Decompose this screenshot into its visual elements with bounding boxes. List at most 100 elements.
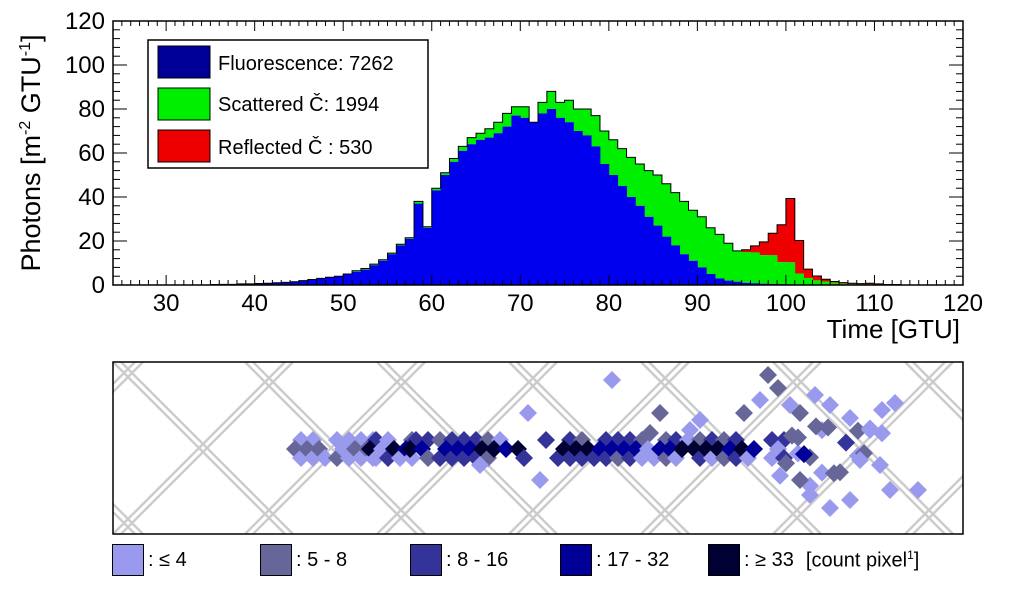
bar-fluorescence-45 — [298, 280, 309, 285]
map-pixel — [401, 440, 419, 458]
bar-scattered-74 — [555, 102, 565, 118]
count-unit-main: [count pixel — [805, 549, 908, 572]
bar-fluorescence-83 — [635, 205, 645, 285]
map-pixel — [837, 433, 855, 452]
bar-scattered-88 — [679, 201, 689, 255]
bar-scattered-98 — [768, 255, 778, 284]
bar-fluorescence-40 — [254, 283, 264, 285]
bar-scattered-89 — [688, 210, 698, 261]
grid-line — [113, 362, 136, 386]
map-pixel — [881, 481, 899, 499]
bar-scattered-54 — [378, 259, 388, 261]
histogram-panel: 30 40 50 60 70 80 90 100 110 120 020406080100120 … — [16, 8, 983, 344]
bar-fluorescence-48 — [325, 277, 335, 285]
y-axis-label: Photons [m-2 GTU-1] — [16, 34, 46, 271]
map-pixel — [861, 421, 879, 439]
bar-fluorescence-47 — [316, 278, 326, 285]
map-pixel — [851, 451, 869, 469]
map-pixel — [807, 417, 825, 436]
bar-fluorescence-84 — [644, 216, 654, 285]
legend-label-fluorescence: Fluorescence: 7262 — [218, 53, 394, 75]
bar-fluorescence-46 — [307, 279, 318, 285]
map-pixel — [751, 391, 769, 409]
bar-scattered-63 — [458, 146, 468, 151]
map-pixel — [841, 491, 859, 509]
map-pixel — [819, 418, 837, 437]
bar-scattered-96 — [750, 252, 760, 284]
bar-fluorescence-91 — [706, 274, 716, 285]
bar-fluorescence-77 — [582, 135, 592, 285]
bar-fluorescence-72 — [538, 113, 548, 286]
y-tick-label: 20 — [78, 228, 105, 255]
map-pixel — [673, 440, 691, 458]
bar-fluorescence-58 — [414, 203, 424, 285]
map-pixel — [519, 404, 537, 422]
bar-fluorescence-73 — [546, 109, 557, 285]
map-pixel — [419, 449, 437, 467]
bar-scattered-65 — [476, 133, 486, 140]
bar-fluorescence-78 — [591, 146, 601, 285]
bar-scattered-82 — [626, 157, 636, 197]
map-pixel — [735, 404, 753, 422]
bar-scattered-79 — [599, 131, 610, 164]
count-legend-item-4: : 17 - 32 — [560, 544, 669, 576]
bar-fluorescence-96 — [750, 283, 760, 285]
bar-fluorescence-66 — [484, 137, 495, 285]
map-pixel — [831, 463, 849, 482]
bar-scattered-95 — [741, 252, 751, 283]
bar-fluorescence-49 — [334, 276, 344, 285]
bar-fluorescence-55 — [387, 254, 397, 285]
bar-fluorescence-71 — [529, 122, 539, 285]
bar-reflected-100 — [785, 198, 796, 263]
bar-fluorescence-90 — [697, 267, 707, 285]
bar-reflected-105 — [830, 281, 840, 283]
bar-scattered-100 — [785, 262, 796, 285]
bar-scattered-73 — [546, 91, 557, 109]
map-pixel — [841, 409, 859, 427]
x-tick-label: 70 — [507, 290, 534, 317]
bar-reflected-102 — [803, 269, 813, 278]
bar-fluorescence-54 — [378, 260, 388, 285]
bar-fluorescence-93 — [723, 280, 734, 285]
histogram-bars — [209, 90, 902, 286]
bar-scattered-106 — [839, 283, 849, 285]
bar-fluorescence-56 — [396, 245, 406, 285]
bar-scattered-57 — [405, 237, 415, 239]
legend-swatch-scattered — [157, 87, 211, 121]
pixel-count-legend: : ≤ 4 : 5 - 8 : 8 - 16 : 17 - 32 : ≥ 33 … — [0, 544, 1024, 584]
pixel-map-content — [113, 362, 963, 534]
grid-line — [120, 362, 294, 534]
bar-reflected-99 — [777, 224, 787, 263]
x-tick-label: 30 — [153, 290, 180, 317]
map-pixel — [849, 421, 867, 440]
grid-line — [113, 502, 144, 534]
map-pixel — [497, 440, 515, 458]
y-axis-label-end: ] — [16, 34, 46, 42]
bar-fluorescence-65 — [476, 139, 486, 285]
count-unit-label: [count pixel1] — [806, 548, 919, 573]
bar-scattered-99 — [777, 262, 787, 285]
map-pixel — [791, 471, 809, 489]
bar-fluorescence-85 — [653, 225, 663, 285]
x-tick-label: 50 — [330, 290, 357, 317]
bar-scattered-101 — [794, 273, 805, 285]
bar-fluorescence-64 — [467, 144, 477, 285]
bar-scattered-60 — [431, 188, 442, 191]
bar-scattered-104 — [821, 281, 831, 285]
grid-line — [113, 362, 286, 534]
bar-fluorescence-74 — [555, 117, 565, 285]
bar-scattered-62 — [449, 158, 459, 162]
bar-reflected-103 — [812, 275, 822, 281]
y-axis-label-sup2: -1 — [17, 42, 34, 56]
bar-scattered-61 — [440, 172, 450, 175]
count-swatch-2 — [260, 544, 292, 576]
map-pixel — [769, 379, 787, 397]
map-pixel — [316, 449, 334, 467]
bar-scattered-66 — [484, 128, 495, 138]
bar-fluorescence-61 — [440, 175, 450, 285]
bar-fluorescence-53 — [369, 265, 380, 285]
bar-scattered-91 — [706, 227, 716, 274]
map-pixel — [531, 471, 549, 489]
y-tick-label: 100 — [65, 52, 105, 79]
